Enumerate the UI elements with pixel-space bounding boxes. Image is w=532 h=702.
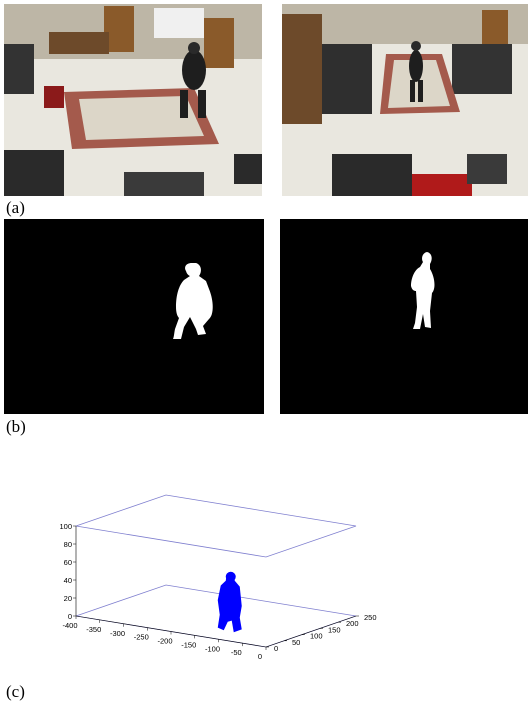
camera-photo-right-drawing [282,4,528,196]
bounding-planes [75,494,357,648]
camera-photo-right [282,4,528,196]
silhouette-mask-right [280,219,528,414]
y-axis-line [265,615,357,648]
y-tick-label: 0 [274,644,278,653]
z-tick-label: 0 [68,612,72,621]
x-tick-label: -250 [134,633,149,642]
tick-labels: -400 -350 -300 -250 -200 -150 -100 -50 0 0 50 100 15… [59,522,376,661]
camera-photo-left [4,4,262,196]
x-tick-label: -200 [157,637,172,646]
x-tick-label: -100 [205,644,220,653]
silhouette-right-shape [411,252,435,329]
y-tick-label: 50 [292,638,300,647]
x-tick-label: -300 [110,629,125,638]
caption-c: (c) [6,682,25,701]
top-plane [75,494,357,558]
x-tick-label: -150 [181,640,196,649]
x-tick-label: -350 [86,625,101,634]
y-tick-label: 250 [364,613,377,622]
z-tick-label: 100 [59,522,72,531]
reconstruction-3d-plot: -400 -350 -300 -250 -200 -150 -100 -50 0 0 50 100 15… [59,494,377,661]
z-tick-label: 60 [64,558,72,567]
voxel-head [225,571,236,582]
z-tick-label: 20 [64,594,72,603]
camera-photo-left-drawing [4,4,262,196]
voxel-person [217,571,242,633]
silhouette-left-shape [173,263,213,339]
y-tick-label: 200 [346,619,359,628]
x-tick-label: -400 [62,621,77,630]
caption-b: (b) [6,417,26,436]
z-tick-label: 80 [64,540,72,549]
x-tick-label: 0 [258,652,262,661]
y-tick-label: 100 [310,632,323,641]
y-tick-label: 150 [328,625,341,634]
voxel-body [217,573,242,633]
z-tick-label: 40 [64,576,72,585]
x-tick-label: -50 [231,648,242,657]
silhouette-mask-left [4,219,264,414]
plot-axes [73,525,359,650]
caption-a: (a) [6,198,25,217]
